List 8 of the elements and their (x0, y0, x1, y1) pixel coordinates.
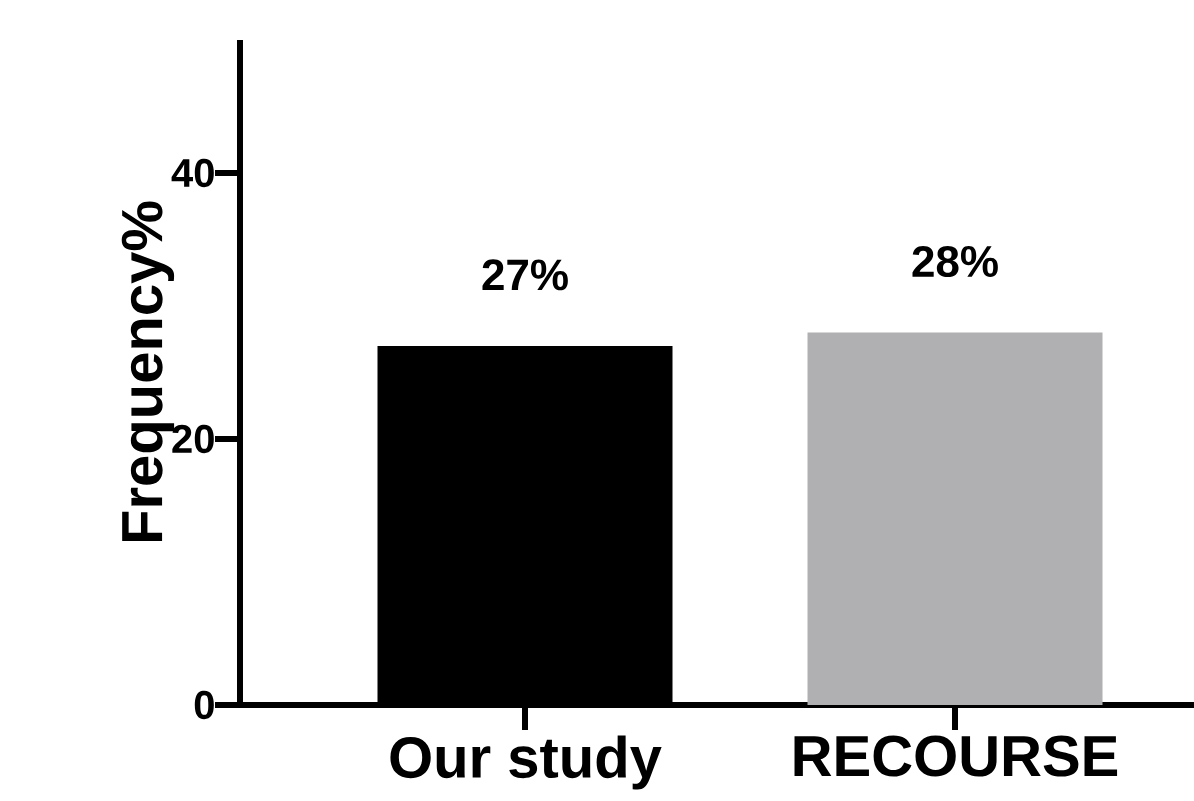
y-tick-label: 20 (172, 424, 214, 454)
x-tick-label: RECOURSE (794, 735, 1118, 777)
y-tick-label: 40 (171, 158, 214, 188)
data-label: 27% (482, 259, 568, 291)
y-axis-title: Frequency% (121, 201, 175, 542)
x-tick-label: Our study (390, 735, 662, 790)
data-label: 28% (912, 245, 998, 278)
y-tick-label: 0 (194, 690, 214, 720)
